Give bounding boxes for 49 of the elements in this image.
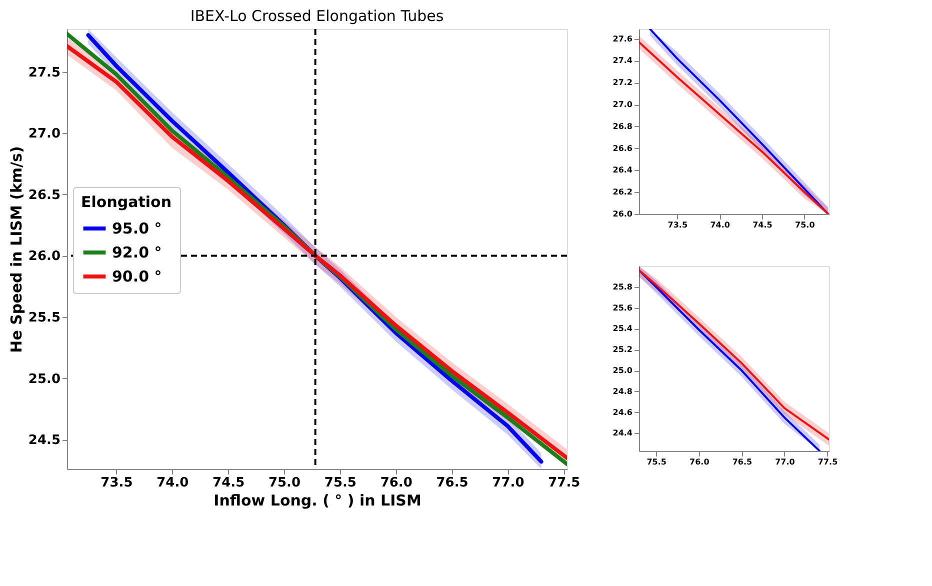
y-tick-label: 26.2: [612, 188, 632, 197]
y-tick-label: 27.2: [612, 78, 632, 88]
y-tick-label: 26.0: [28, 249, 60, 264]
y-tick-label: 26.4: [612, 166, 633, 175]
y-tick-label: 24.5: [28, 433, 60, 448]
y-tick-label: 26.0: [612, 210, 633, 218]
x-tick-label: 74.5: [752, 220, 773, 230]
x-tick-label: 74.0: [710, 220, 730, 230]
y-tick-label: 27.6: [612, 34, 633, 44]
y-tick-label: 27.4: [612, 56, 633, 66]
x-tick-label: 73.5: [668, 220, 688, 230]
x-tick-label: 77.0: [775, 458, 796, 466]
y-tick-label: 24.6: [612, 408, 633, 417]
x-tick-label: 77.0: [492, 476, 524, 490]
legend-label: 92.0 °: [112, 244, 162, 262]
x-tick-label: 76.0: [380, 476, 412, 490]
y-axis-title: He Speed in LISM (km/s): [7, 146, 26, 353]
y-tick-label: 27.0: [28, 126, 60, 142]
y-tick-label: 25.4: [612, 324, 633, 334]
y-tick-label: 26.6: [612, 144, 633, 153]
y-tick-label: 25.0: [612, 366, 633, 376]
x-tick-label: 74.5: [212, 476, 245, 490]
x-tick-label: 75.5: [324, 476, 356, 490]
x-tick-label: 75.0: [795, 220, 816, 230]
y-tick-label: 25.5: [28, 310, 60, 326]
x-tick-label: 73.5: [100, 476, 133, 490]
x-tick-label: 75.5: [646, 458, 667, 466]
legend-label: 90.0 °: [112, 268, 162, 286]
y-tick-label: 27.5: [28, 65, 60, 80]
y-tick-label: 24.4: [612, 428, 633, 438]
x-tick-label: 77.5: [818, 458, 838, 466]
x-axis-title: Inflow Long. ( ° ) in LISM: [214, 492, 422, 510]
y-tick-label: 26.8: [612, 122, 633, 131]
legend-title: Elongation: [81, 193, 172, 211]
y-tick-label: 27.0: [612, 100, 633, 110]
y-tick-label: 25.2: [612, 345, 632, 354]
legend-label: 95.0 °: [112, 220, 162, 238]
x-tick-label: 77.5: [548, 476, 580, 490]
x-tick-label: 76.5: [436, 476, 468, 490]
x-tick-label: 74.0: [156, 476, 189, 490]
chart-title: IBEX-Lo Crossed Elongation Tubes: [190, 7, 444, 25]
x-tick-label: 76.0: [690, 458, 710, 466]
y-tick-label: 25.6: [612, 303, 633, 312]
x-tick-label: 75.0: [268, 476, 301, 490]
y-tick-label: 25.8: [612, 282, 633, 292]
y-tick-label: 26.5: [28, 188, 60, 203]
y-tick-label: 25.0: [28, 372, 60, 387]
y-tick-label: 24.8: [612, 386, 633, 396]
x-tick-label: 76.5: [732, 458, 752, 466]
